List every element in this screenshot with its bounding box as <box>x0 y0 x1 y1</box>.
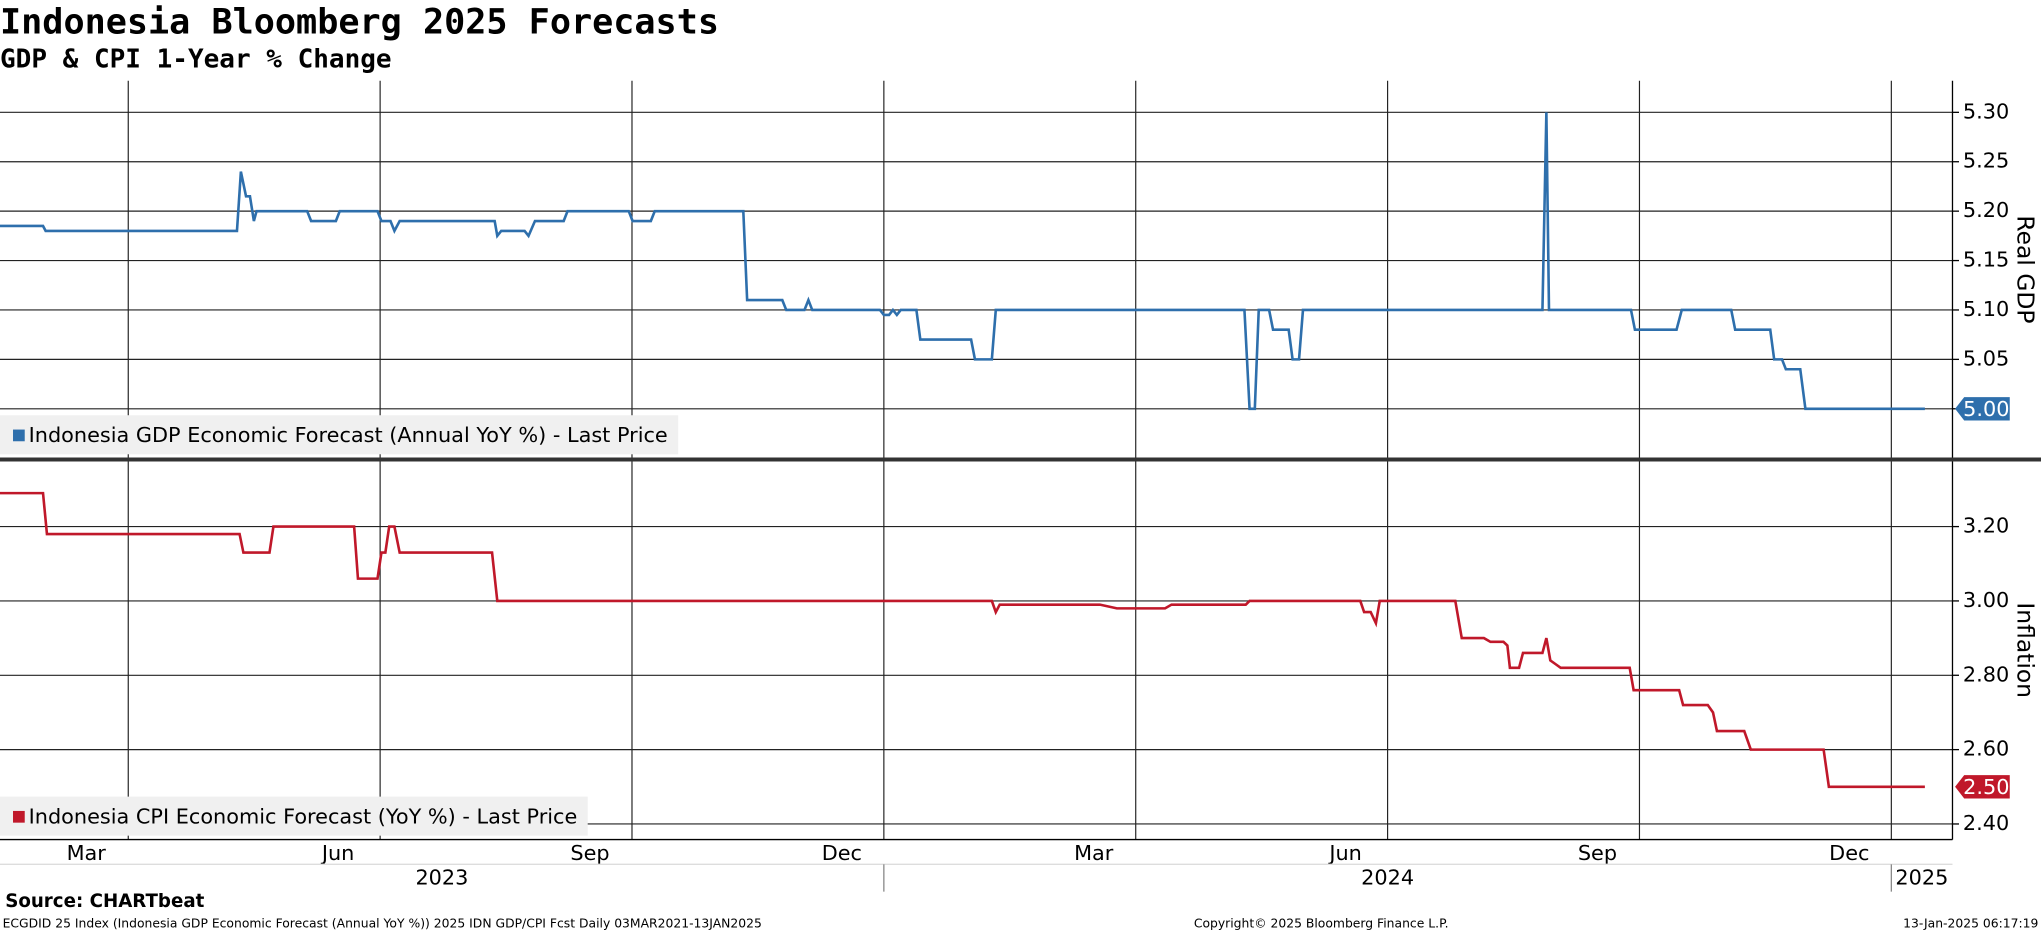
y-axis-title: Inflation <box>2012 602 2040 698</box>
footer-right: 13-Jan-2025 06:17:19 <box>1903 917 2038 931</box>
last-value-tag <box>1955 397 2010 421</box>
x-tick-label: Sep <box>570 841 609 865</box>
y-tick-label: 5.30 <box>1963 99 2009 123</box>
y-tick-label: 2.40 <box>1963 811 2009 835</box>
last-value-label: 5.00 <box>1963 397 2009 421</box>
footer-center: Copyright© 2025 Bloomberg Finance L.P. <box>1194 917 1449 931</box>
x-tick-label: Jun <box>1327 841 1362 865</box>
legend-swatch <box>13 429 25 442</box>
footer-left: ECGDID 25 Index (Indonesia GDP Economic … <box>3 917 762 931</box>
y-tick-label: 5.05 <box>1963 346 2009 370</box>
y-tick-label: 5.10 <box>1963 297 2009 321</box>
last-value-tag <box>1955 775 2010 799</box>
source: Source: CHARTbeat <box>5 891 204 912</box>
chart-subtitle: GDP & CPI 1-Year % Change <box>0 44 392 74</box>
y-tick-label: 5.15 <box>1963 248 2009 272</box>
legend-swatch <box>13 810 25 823</box>
x-tick-label: Dec <box>1829 841 1869 865</box>
year-label: 2023 <box>415 866 468 890</box>
x-tick-label: Sep <box>1578 841 1617 865</box>
y-tick-label: 2.80 <box>1963 662 2009 686</box>
year-label: 2024 <box>1361 866 1414 890</box>
y-tick-label: 3.20 <box>1963 514 2009 538</box>
series-line <box>0 491 1925 789</box>
x-tick-label: Jun <box>320 841 355 865</box>
y-tick-label: 5.25 <box>1963 149 2009 173</box>
y-axis-title: Real GDP <box>2012 215 2040 323</box>
y-tick-label: 3.00 <box>1963 588 2009 612</box>
last-value-label: 2.50 <box>1963 775 2009 799</box>
legend-box <box>0 796 588 836</box>
year-label: 2025 <box>1895 866 1948 890</box>
legend-label: Indonesia GDP Economic Forecast (Annual … <box>29 423 668 447</box>
y-tick-label: 5.20 <box>1963 198 2009 222</box>
y-tick-label: 2.60 <box>1963 737 2009 761</box>
x-tick-label: Mar <box>1074 841 1114 865</box>
legend-label: Indonesia CPI Economic Forecast (YoY %) … <box>29 804 578 828</box>
legend-box <box>0 415 679 455</box>
chart-title: Indonesia Bloomberg 2025 Forecasts <box>0 1 719 42</box>
series-line <box>0 112 1925 411</box>
x-tick-label: Dec <box>822 841 862 865</box>
x-tick-label: Mar <box>67 841 107 865</box>
